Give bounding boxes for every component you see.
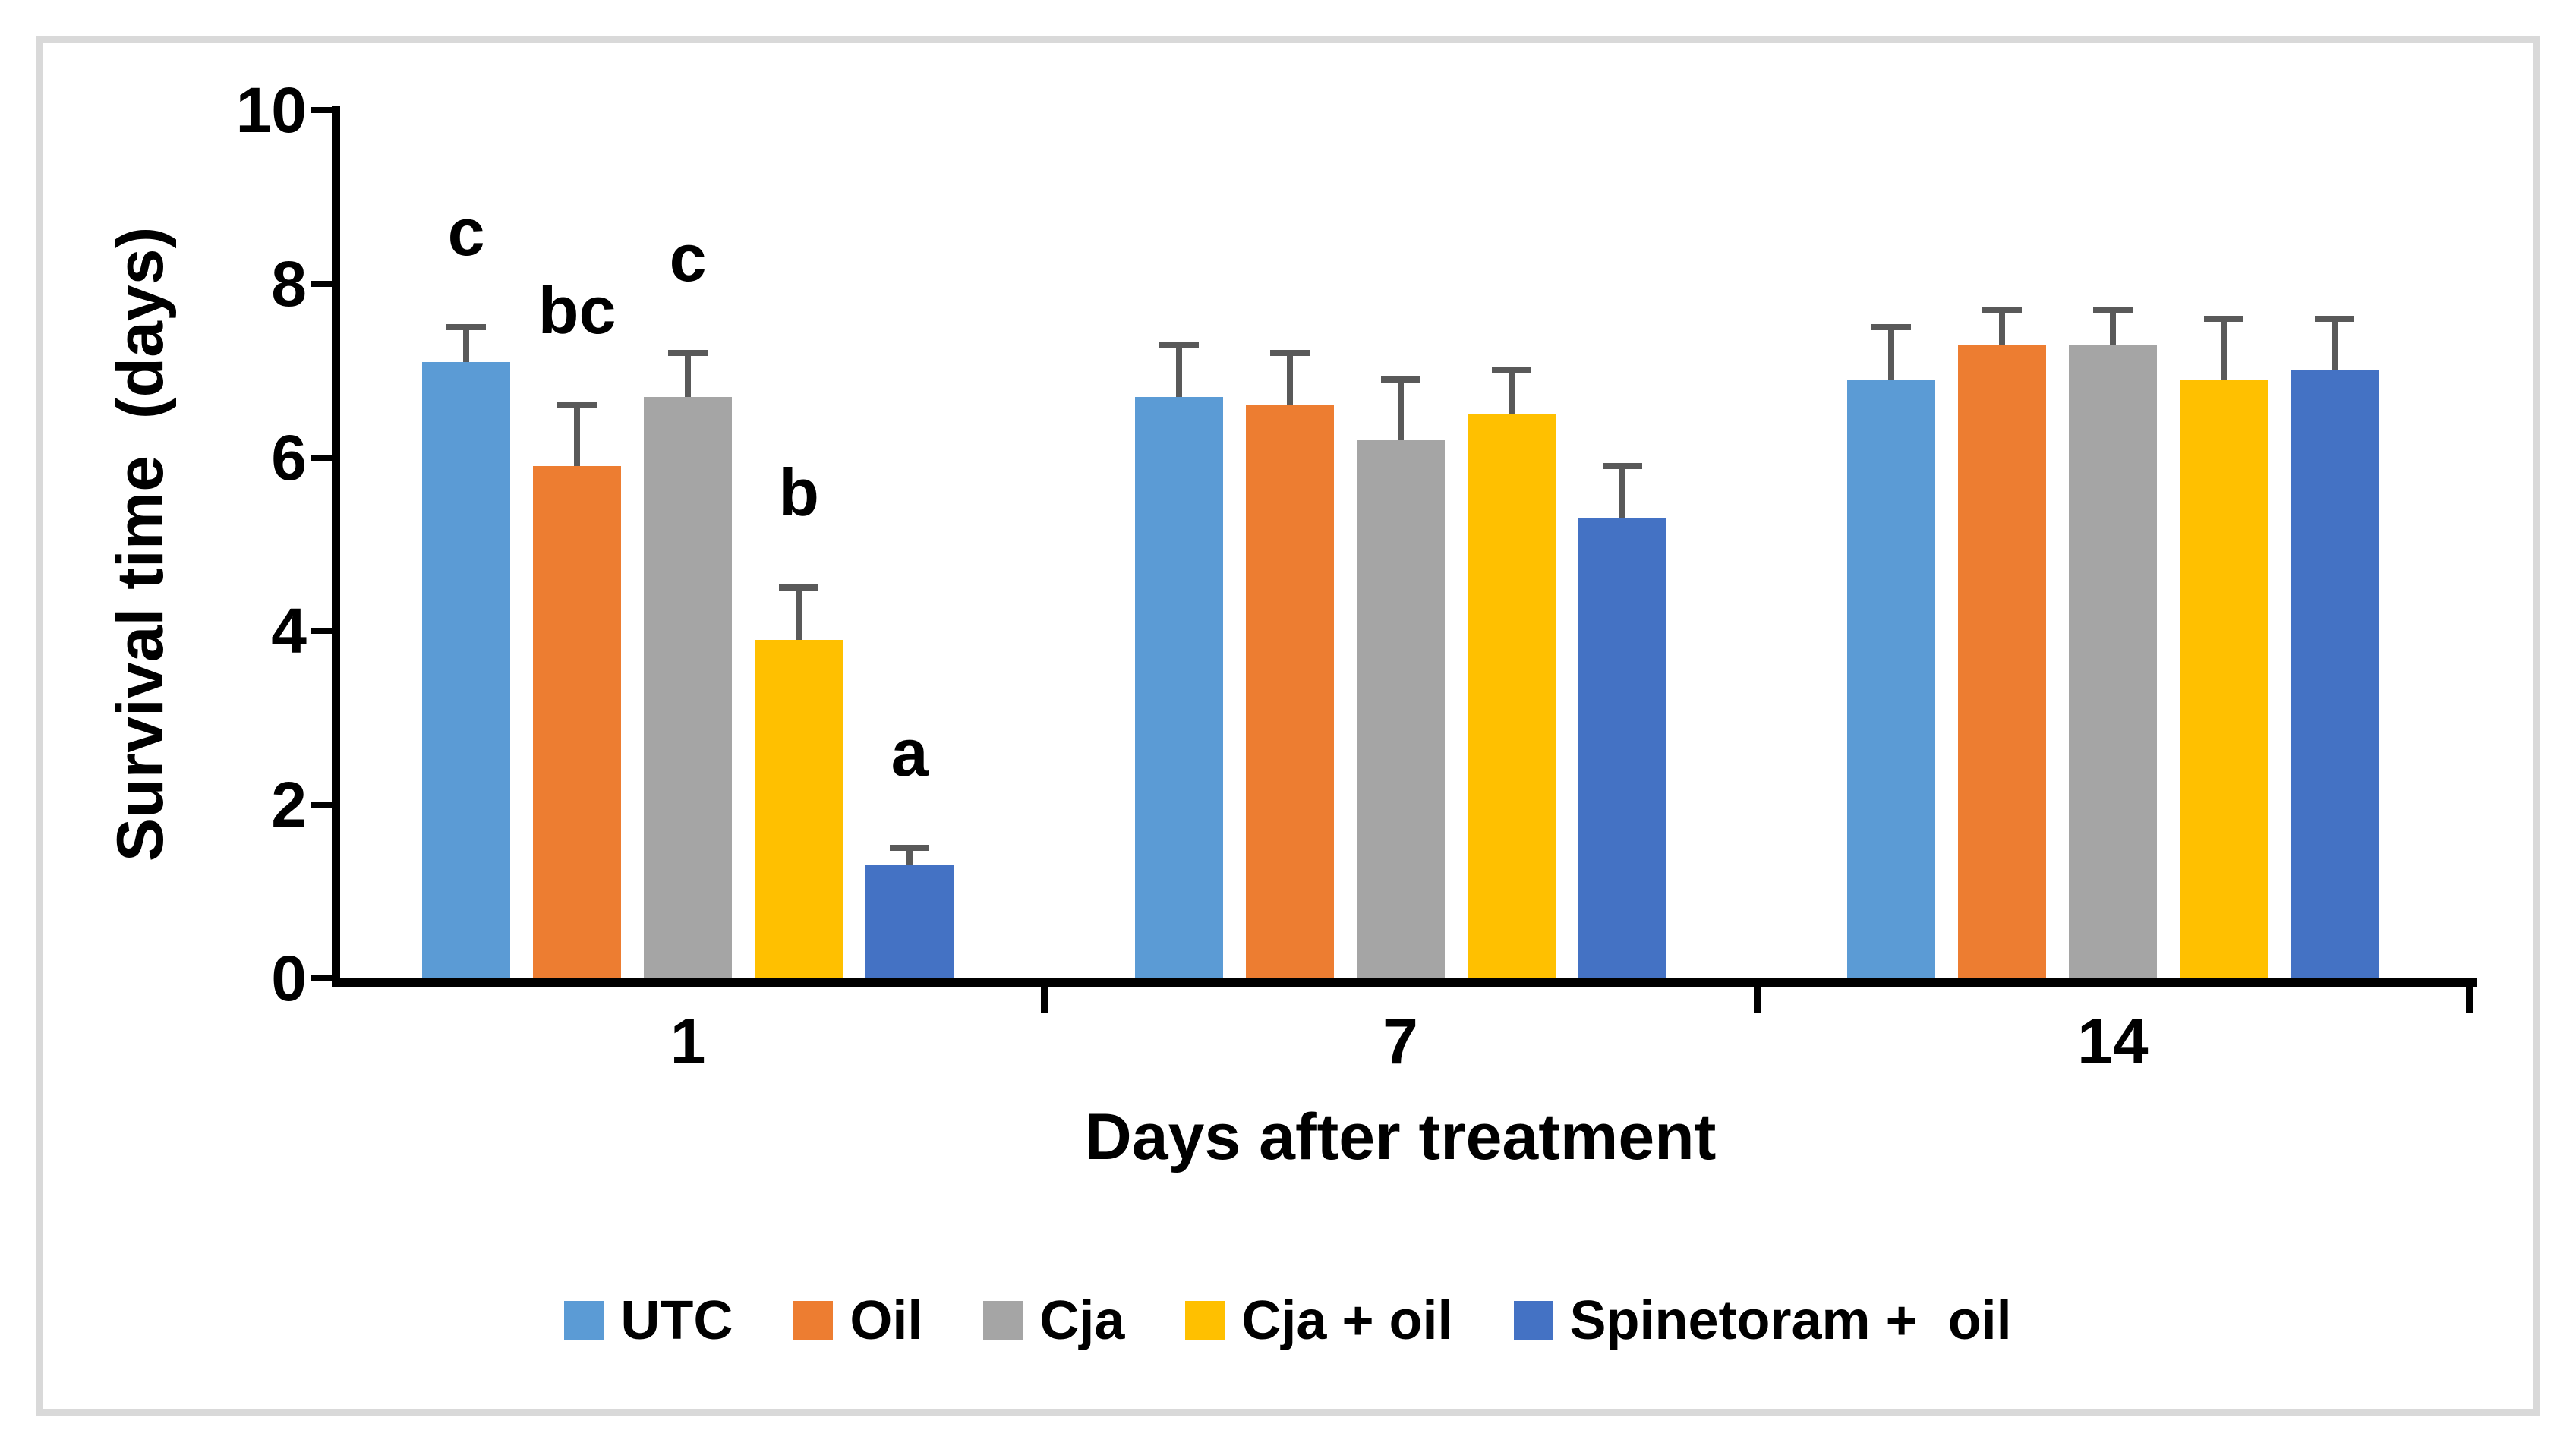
bar (2290, 370, 2379, 978)
bar (644, 396, 733, 978)
sig-letter: a (891, 715, 929, 791)
error-bar-cap (2092, 307, 2133, 313)
x-axis-title: Days after treatment (1084, 1101, 1717, 1173)
bar (1467, 414, 1556, 978)
x-tick (1753, 978, 1761, 1013)
y-tick-label: 0 (271, 943, 307, 1014)
bar (2179, 379, 2268, 978)
error-bar-stem (1619, 466, 1625, 518)
error-bar-stem (2220, 318, 2227, 380)
legend-swatch (983, 1301, 1023, 1340)
error-bar-cap (2203, 315, 2243, 322)
bar (1245, 405, 1334, 978)
legend-label: UTC (620, 1290, 733, 1351)
legend: UTC Oil Cja Cja + oil Spinetoram + oil (0, 1275, 2576, 1366)
error-bar-stem (574, 405, 581, 467)
bar (865, 865, 954, 978)
sig-letter: c (669, 220, 707, 296)
y-tick (311, 280, 332, 287)
x-tick (1041, 978, 1048, 1013)
y-tick (311, 628, 332, 635)
error-bar-stem (2109, 310, 2116, 345)
legend-item: Oil (793, 1290, 922, 1351)
error-bar-cap (1491, 367, 1531, 374)
error-bar-cap (779, 584, 819, 591)
x-category-label: 14 (2077, 1006, 2149, 1077)
error-bar-stem (1508, 370, 1515, 414)
legend-item: Cja (983, 1290, 1124, 1351)
y-tick-label: 10 (235, 74, 307, 146)
x-category-label: 7 (1383, 1006, 1418, 1077)
error-bar-cap (1269, 350, 1310, 357)
error-bar-cap (557, 402, 597, 408)
error-bar-cap (1871, 324, 1911, 330)
x-category-label: 1 (670, 1006, 706, 1077)
error-bar-cap (1159, 341, 1199, 348)
bar (2068, 344, 2157, 978)
bar (1134, 396, 1223, 978)
y-tick (311, 975, 332, 981)
y-tick (311, 107, 332, 113)
error-bar-stem (463, 327, 470, 362)
error-bar-cap (890, 845, 930, 852)
legend-label: Spinetoram + oil (1569, 1290, 2012, 1351)
y-tick-label: 4 (271, 595, 307, 667)
error-bar-stem (1887, 327, 1894, 380)
error-bar-stem (2331, 318, 2338, 371)
error-bar-cap (1982, 307, 2022, 313)
error-bar-stem (685, 353, 692, 397)
y-tick (311, 802, 332, 808)
y-axis-line (332, 106, 340, 987)
bar (1356, 439, 1445, 978)
legend-label: Oil (850, 1290, 923, 1351)
error-bar-stem (906, 848, 913, 866)
y-tick-label: 2 (271, 769, 307, 841)
bar (422, 361, 511, 978)
bar (1846, 379, 1935, 978)
error-bar-stem (1998, 310, 2005, 345)
error-bar-cap (1380, 376, 1420, 383)
bar (1957, 344, 2046, 978)
sig-letter: c (447, 194, 485, 269)
y-tick-label: 6 (271, 421, 307, 493)
legend-item: Spinetoram + oil (1513, 1290, 2012, 1351)
error-bar-cap (446, 324, 487, 330)
sig-letter: b (778, 455, 820, 531)
error-bar-cap (2314, 315, 2354, 322)
legend-label: Cja (1039, 1290, 1125, 1351)
error-bar-cap (1602, 463, 1642, 470)
legend-label: Cja + oil (1241, 1290, 1453, 1351)
legend-item: Cja + oil (1185, 1290, 1453, 1351)
error-bar-stem (1397, 379, 1404, 440)
y-axis-title: Survival time (days) (104, 226, 177, 862)
bar (755, 639, 843, 978)
y-tick-label: 8 (271, 247, 307, 320)
legend-item: UTC (564, 1290, 733, 1351)
y-tick (311, 454, 332, 461)
legend-swatch (1185, 1301, 1225, 1340)
error-bar-stem (1175, 344, 1182, 397)
x-axis-line (332, 978, 2477, 987)
bar (533, 466, 622, 978)
error-bar-cap (668, 350, 708, 357)
error-bar-stem (796, 587, 802, 640)
bar (1578, 518, 1666, 978)
x-tick (2466, 978, 2473, 1013)
legend-swatch (1513, 1301, 1553, 1340)
error-bar-stem (1286, 353, 1293, 405)
legend-swatch (793, 1301, 834, 1340)
legend-swatch (564, 1301, 604, 1340)
sig-letter: bc (538, 272, 616, 348)
